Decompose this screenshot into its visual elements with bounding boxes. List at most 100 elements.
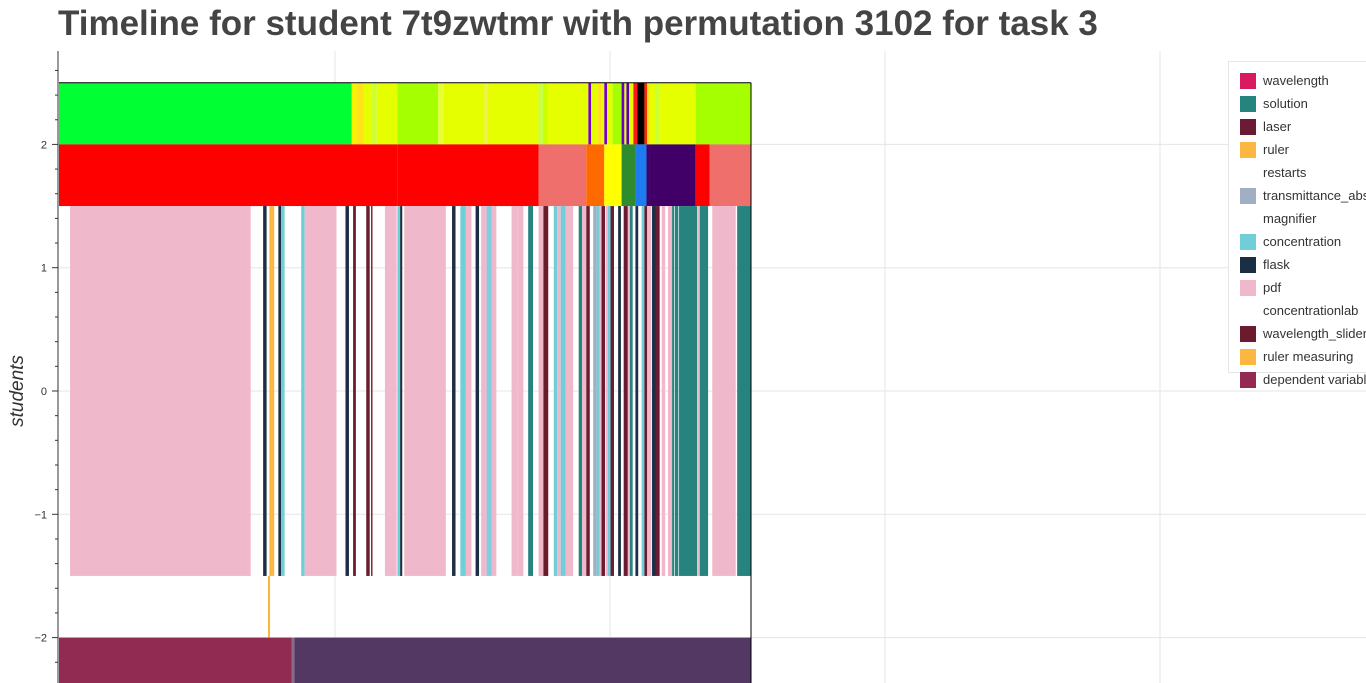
timeline-segment-top (637, 82, 645, 145)
timeline-segment-top (633, 82, 638, 145)
timeline-segment-middle (543, 206, 549, 576)
legend-label: solution (1263, 96, 1308, 111)
legend-label: wavelength (1262, 73, 1329, 88)
legend-item[interactable]: ruler measuring (1240, 349, 1353, 365)
legend-swatch (1240, 349, 1256, 365)
timeline-segment-top (438, 82, 444, 145)
y-tick-label: −2 (34, 633, 47, 645)
timeline-segment-top (371, 82, 377, 145)
timeline-segment-middle (263, 206, 267, 576)
timeline-segment-top (591, 82, 599, 145)
legend-label: pdf (1263, 280, 1281, 295)
legend-swatch (1240, 257, 1256, 273)
timeline-segment-middle (517, 206, 524, 576)
legend-item[interactable]: concentrationlab (1263, 303, 1358, 318)
timeline-segment-middle (565, 206, 574, 576)
timeline-segment-ruler-line (267, 575, 271, 638)
timeline-segment-middle (366, 206, 370, 576)
legend-item[interactable]: wavelength (1240, 73, 1329, 89)
timeline-segment-top (59, 82, 352, 145)
timeline-segment-middle (486, 206, 492, 576)
legend-item[interactable]: transmittance_abs (1240, 188, 1366, 204)
timeline-segment-middle (712, 206, 736, 576)
legend-item[interactable]: magnifier (1263, 211, 1317, 226)
timeline-segment-middle (301, 206, 305, 576)
timeline-segment-bottom (291, 637, 295, 683)
legend: wavelength solution laser ruler restarts tran… (1228, 61, 1366, 388)
y-tick-label: 1 (41, 263, 47, 275)
legend-item[interactable]: dependent variable (1240, 372, 1366, 388)
timeline-segment-top (604, 82, 608, 145)
legend-item[interactable]: flask (1240, 257, 1290, 273)
timeline-segment-top (644, 82, 648, 145)
legend-item[interactable]: wavelength_slider (1240, 326, 1366, 342)
legend-item[interactable]: concentration (1240, 234, 1341, 250)
timeline-segment-second (695, 144, 710, 207)
y-axis: 2 1 0 −1 −2 (34, 69, 58, 663)
legend-label: wavelength_slider (1262, 326, 1366, 341)
timeline-segment-second (538, 144, 587, 207)
timeline-segment-middle (578, 206, 583, 576)
timeline-segment-top (542, 82, 548, 145)
timeline-segment-top (655, 82, 660, 145)
timeline-segment-top (397, 82, 439, 145)
timeline-segment-second (604, 144, 622, 207)
legend-swatch (1240, 73, 1256, 89)
timeline-segment-middle (404, 206, 446, 576)
timeline-segment-middle (511, 206, 518, 576)
timeline-segment-middle (553, 206, 558, 576)
timeline-segment-middle (278, 206, 282, 576)
timeline-segment-middle (697, 206, 700, 576)
timeline-segment-second (646, 144, 650, 207)
timeline-segment-top (547, 82, 589, 145)
timeline-segment-top (629, 82, 634, 145)
y-tick-label: 0 (41, 386, 47, 398)
timeline-segment-middle (371, 206, 373, 576)
timeline-segment-second (397, 144, 539, 207)
timeline-segment-middle (644, 206, 648, 576)
y-tick-label: 2 (41, 139, 47, 151)
timeline-segment-middle (557, 206, 561, 576)
legend-label: laser (1263, 119, 1292, 134)
timeline-segment-top (621, 82, 625, 145)
timeline-segment-middle (491, 206, 497, 576)
legend-item[interactable]: solution (1240, 96, 1308, 112)
timeline-segment-middle (460, 206, 466, 576)
legend-swatch (1240, 326, 1256, 342)
legend-item[interactable]: restarts (1263, 165, 1307, 180)
legend-item[interactable]: ruler (1240, 142, 1290, 158)
timeline-segment-middle (70, 206, 251, 576)
legend-label: dependent variable (1263, 372, 1366, 387)
timeline-segment-middle (465, 206, 472, 576)
timeline-segment-top (624, 82, 627, 145)
timeline-segment-second (635, 144, 647, 207)
timeline-segment-top (443, 82, 485, 145)
y-axis-label: students (7, 355, 28, 427)
timeline-segment-top (647, 82, 650, 145)
timeline-segment-second (649, 144, 696, 207)
timeline-segment-middle (672, 206, 675, 576)
timeline-segment-middle (593, 206, 597, 576)
legend-swatch (1240, 142, 1256, 158)
legend-swatch (1240, 234, 1256, 250)
legend-item[interactable]: laser (1240, 119, 1292, 135)
timeline-segment-top (363, 82, 372, 145)
timeline-segment-middle (586, 206, 590, 576)
timeline-segment-middle (528, 206, 534, 576)
legend-swatch (1240, 96, 1256, 112)
timeline-segment-top (659, 82, 696, 145)
legend-label: ruler (1263, 142, 1290, 157)
timeline-segment-middle (281, 206, 285, 576)
legend-box (1228, 61, 1366, 373)
timeline-segment-middle (400, 206, 403, 576)
timeline-segment-top (601, 82, 605, 145)
timeline-segment-middle (596, 206, 600, 576)
timeline-segment-middle (737, 206, 751, 576)
timeline-segment-middle (618, 206, 621, 576)
timeline-segment-middle (641, 206, 645, 576)
legend-swatch (1240, 188, 1256, 204)
legend-item[interactable]: pdf (1240, 280, 1281, 296)
timeline-segment-middle (623, 206, 628, 576)
timeline-segment-bottom (59, 637, 292, 683)
